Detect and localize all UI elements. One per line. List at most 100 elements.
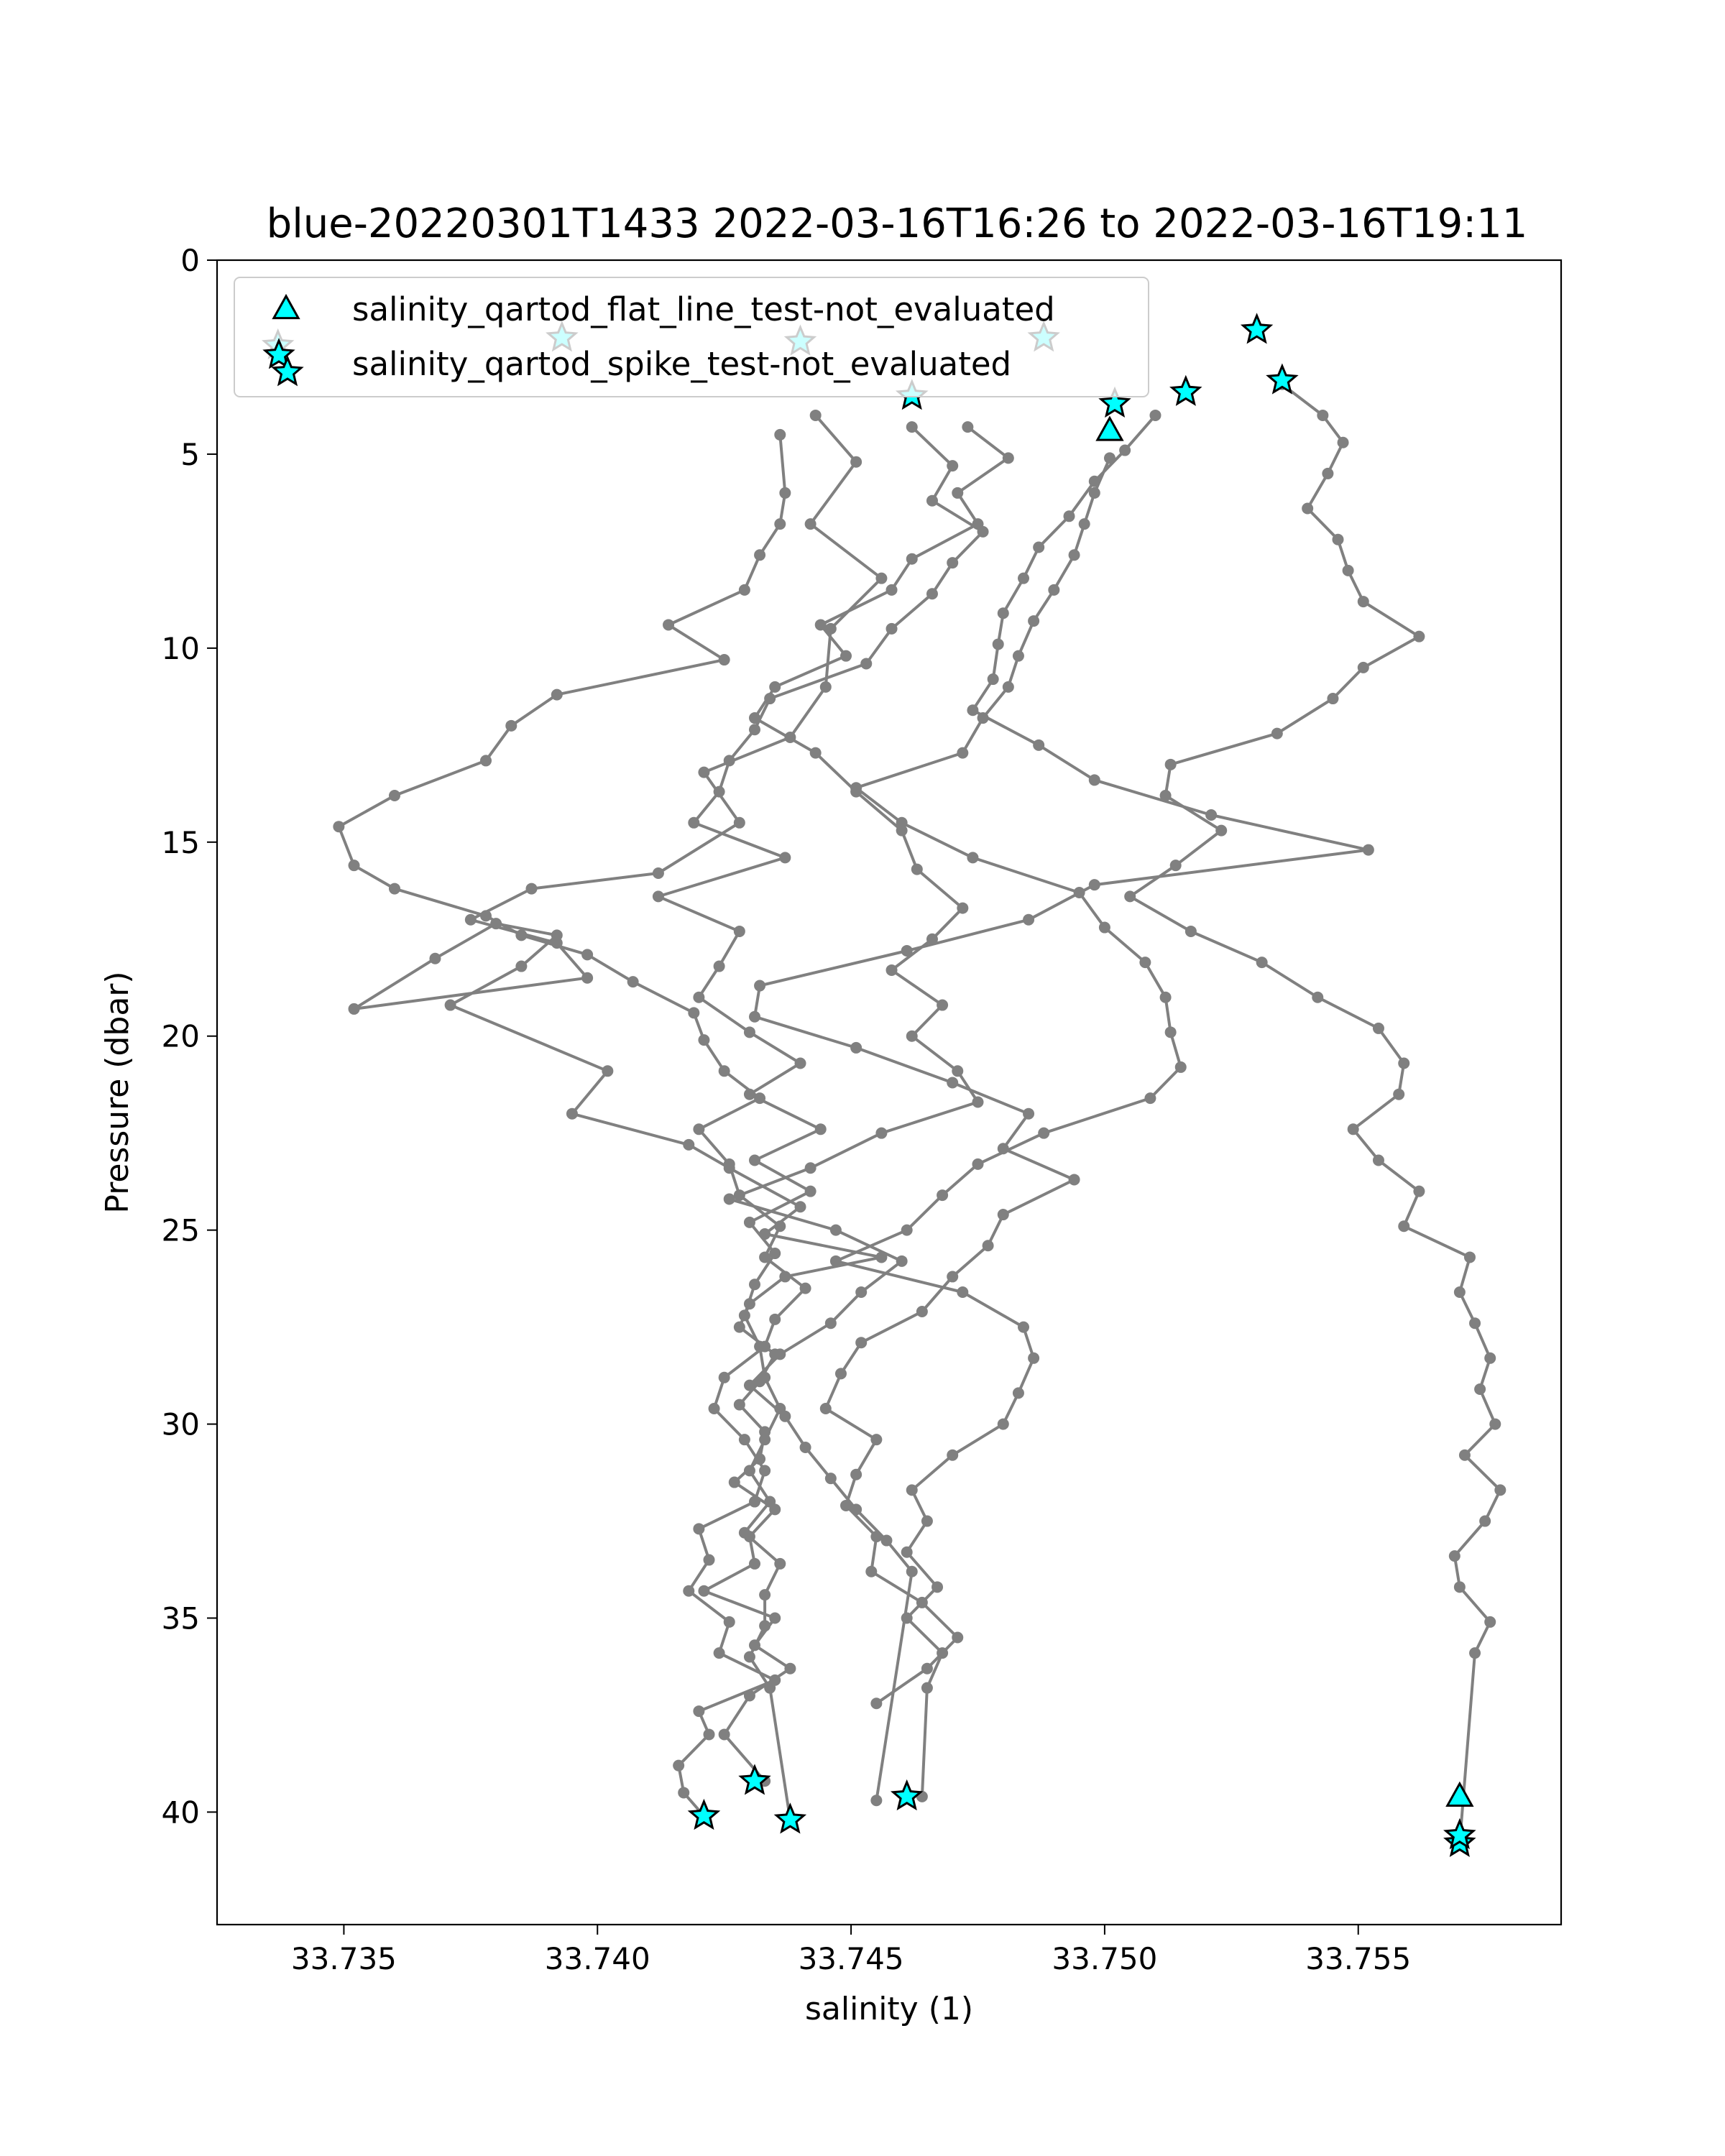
spike-marker [1098,386,1131,418]
series-7-point [1393,1088,1405,1100]
series-3-point [926,494,938,507]
series-5-point [1028,615,1040,627]
series-2-point [769,1313,781,1325]
series-6-point [997,1143,1009,1155]
series-6-point [870,1434,883,1446]
series-4-point [906,553,918,565]
series-2-point [713,1647,725,1659]
series-line-1 [352,414,883,1782]
series-4-point [840,650,852,662]
series-7-point [1347,1123,1359,1135]
series-7-point [1494,1484,1506,1496]
y-tick-label: 30 [162,1407,200,1442]
series-4-point [829,1224,842,1236]
series-1-point [804,518,816,530]
series-4-point [824,1317,837,1330]
series-1-point [581,972,594,984]
series-7-point [1372,1022,1384,1034]
series-2-point [718,1371,730,1383]
series-2-point [388,790,400,802]
series-7-point [1463,1251,1476,1263]
series-2-point [693,1523,705,1535]
series-3-point [764,1496,776,1508]
series-1-point [429,952,441,964]
series-5-point [906,1484,918,1496]
series-6-point [916,1306,928,1318]
series-2-point [708,1402,720,1414]
series-3-point [860,658,873,670]
series-7-point [1312,991,1324,1003]
series-3-point [906,421,918,433]
series-6-point [819,1402,832,1414]
series-2-point [480,755,492,767]
x-axis-label: salinity (1) [805,1991,973,2027]
series-1-point [515,960,528,972]
series-4-point [886,584,898,596]
spike-marker [1443,1818,1476,1850]
series-5-point [1159,991,1172,1003]
series-3-point [754,1340,766,1353]
series-4-point [804,1162,816,1174]
y-tick-label: 5 [180,437,200,472]
series-2-point [749,1496,760,1508]
series-2-point [754,549,766,561]
spike-marker [1266,363,1299,395]
spike-marker [890,1779,924,1811]
series-5-point [850,782,862,794]
series-7-point [1372,1154,1384,1166]
series-2-point [774,428,786,441]
series-4-point [906,1565,918,1577]
series-7-point [1357,596,1369,608]
series-4-point [743,1379,755,1391]
series-7-point [1357,661,1369,673]
series-6-point [1018,572,1029,584]
series-6-point [1063,510,1075,522]
series-5-point [1002,681,1014,693]
series-6-point [870,1697,883,1710]
series-5-point [901,1612,913,1624]
series-1-point [819,681,832,693]
series-2-point [505,719,518,732]
series-1-point [875,572,888,584]
series-2-point [723,1616,735,1628]
y-axis: 0 5 10 15 20 25 30 35 40 [162,243,217,1830]
series-1-point [525,883,538,895]
series-5-point [1012,1387,1024,1399]
series-2-point [759,1251,771,1263]
series-6-point [850,1468,862,1480]
series-1-point [464,913,477,926]
series-3-point [713,960,725,972]
x-axis: 33.735 33.740 33.745 33.750 33.755 [291,1925,1411,1976]
series-4-point [906,1030,918,1042]
series-6-point [947,1077,959,1089]
series-5-point [1018,1321,1029,1333]
series-2-point [688,1007,700,1019]
series-7-point [1474,1383,1486,1395]
series-3-point [804,1185,816,1197]
series-5-point [937,1189,949,1202]
spike-marker [738,1764,771,1795]
series-5-point [901,1546,913,1558]
series-6-point [754,980,766,992]
series-5-point [1078,518,1090,530]
series-6-point [901,944,913,957]
legend-star-marker [271,355,304,387]
series-6-point [1068,1174,1080,1186]
series-5-point [997,1418,1009,1430]
series-3-point [947,460,959,472]
series-5-point [932,1581,944,1593]
series-4-point [952,487,964,499]
series-1-point [652,867,664,879]
series-6-point [1033,541,1045,553]
series-2-point [333,821,345,833]
series-3-point [693,991,705,1003]
series-5-point [1012,650,1024,662]
series-3-point [723,755,735,767]
y-tick-label: 20 [162,1019,200,1054]
series-1-point [769,1612,781,1624]
series-3-point [764,1682,776,1694]
y-axis-label: Pressure (dbar) [99,971,136,1213]
series-2-point [678,1787,690,1799]
series-2-point [627,976,639,988]
series-6-point [1205,809,1218,821]
